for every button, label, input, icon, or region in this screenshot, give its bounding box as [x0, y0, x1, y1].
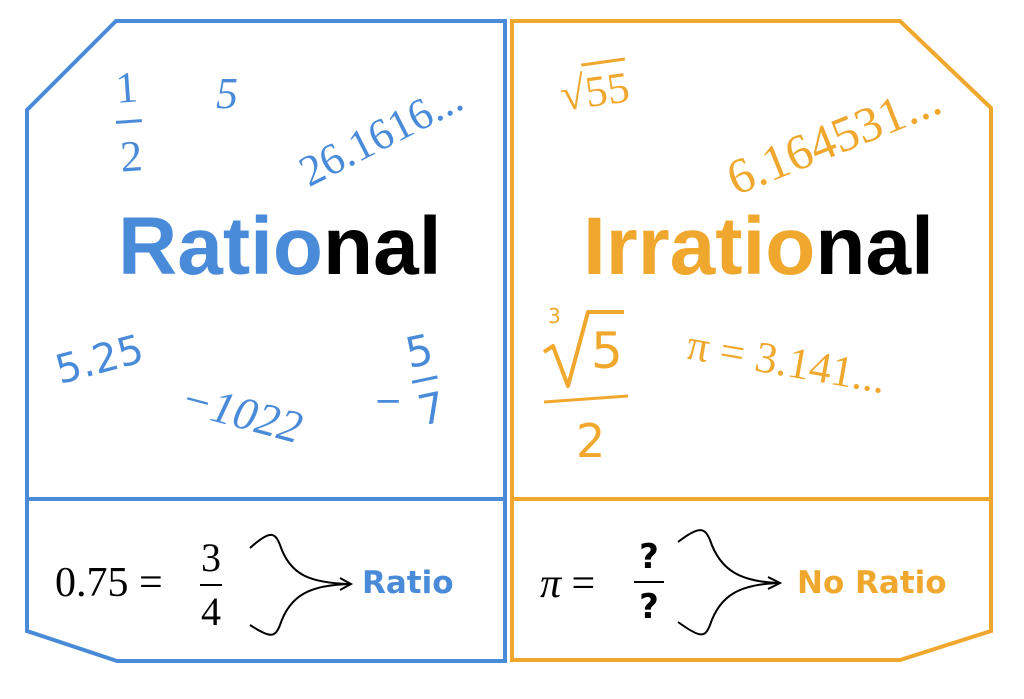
brace-arrow-icon: [677, 529, 783, 636]
title-rational: Rational: [118, 206, 441, 288]
denominator: 2: [118, 131, 145, 182]
example-negative-fraction-sign: −: [374, 381, 403, 421]
example-five: 5: [216, 69, 238, 118]
irrational-panel-border: [510, 19, 993, 662]
equals-sign: =: [571, 561, 596, 607]
title-colored-part: Irratio: [583, 201, 816, 292]
rational-equation-fraction: 3 4: [200, 538, 222, 632]
irrational-equation: π =: [540, 563, 595, 605]
numerator: ?: [639, 537, 659, 577]
fraction-bar: [200, 584, 222, 586]
numerator: 1: [113, 62, 140, 113]
result-no-ratio-label: No Ratio: [797, 565, 947, 601]
irrational-equation-fraction: ? ?: [634, 540, 664, 624]
cube-root-index: 3: [548, 304, 561, 328]
denominator: ?: [639, 587, 659, 627]
title-colored-part: Ratio: [118, 201, 323, 292]
fraction-bar: [634, 581, 664, 583]
fraction-bar: [115, 119, 143, 124]
cube-root-radicand: 5: [591, 322, 623, 380]
numerator: 3: [201, 535, 221, 580]
radical-icon: [542, 310, 624, 388]
denominator: 4: [201, 589, 221, 634]
equation-lhs: π: [540, 561, 562, 607]
title-black-part: nal: [323, 201, 442, 292]
equation-lhs: 0.75: [55, 560, 129, 606]
rational-panel-border: [25, 19, 507, 663]
cube-root-denominator: 2: [576, 414, 606, 468]
title-black-part: nal: [815, 201, 934, 292]
brace-arrow-icon: [249, 533, 354, 636]
radicand: 55: [581, 57, 633, 118]
title-irrational: Irrational: [583, 206, 934, 288]
rational-equation: 0.75 =: [55, 562, 163, 604]
result-ratio-label: Ratio: [362, 565, 454, 601]
fraction-bar: [543, 394, 629, 404]
example-square-root: √55: [557, 57, 633, 121]
equals-sign: =: [139, 560, 163, 606]
